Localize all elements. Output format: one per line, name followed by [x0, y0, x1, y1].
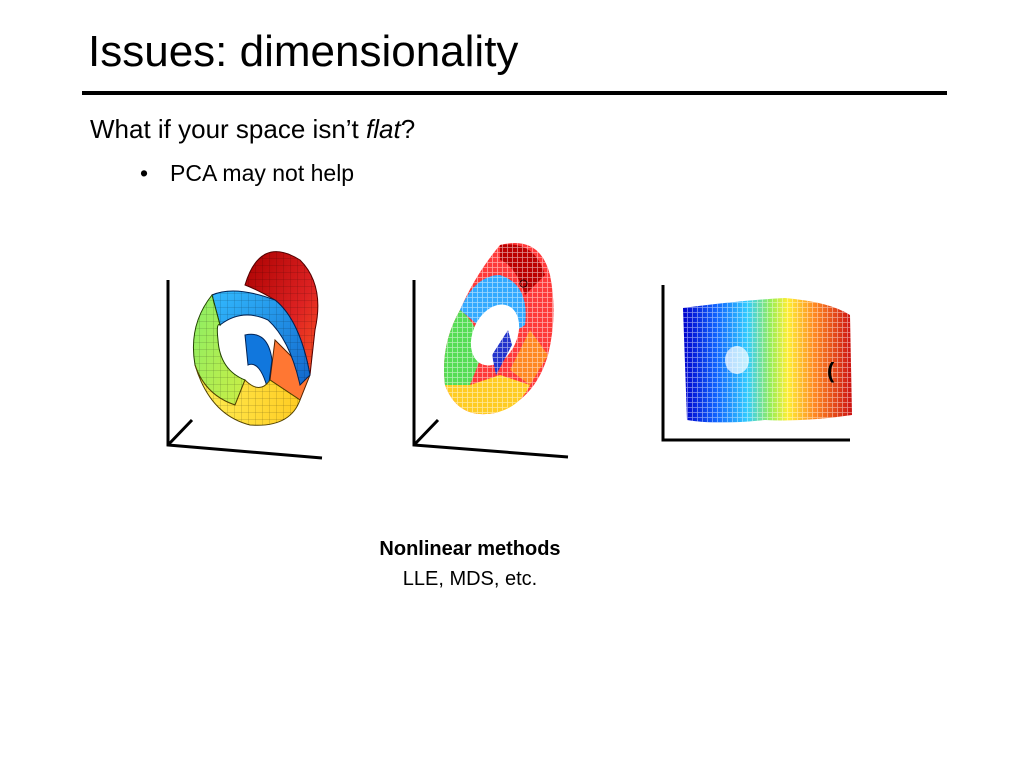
question-emphasis: flat [366, 114, 401, 144]
question-post: ? [400, 114, 416, 144]
bullet-item: • PCA may not help [140, 160, 354, 187]
caption-subtext: LLE, MDS, etc. [402, 568, 538, 590]
caption: Nonlinear methods LLE, MDS, etc. [320, 534, 620, 594]
swiss-roll-surface-figure [166, 251, 323, 460]
question-text: What if your space isn’t flat? [90, 114, 415, 145]
swiss-roll-points-figure: ○ [412, 243, 569, 459]
unrolled-embedding-figure: ( [661, 285, 852, 442]
caption-heading: Nonlinear methods [379, 538, 561, 560]
bullet-marker: • [140, 160, 149, 186]
question-pre: What if your space isn’t [90, 114, 366, 144]
bullet-text: PCA may not help [170, 160, 355, 186]
marker-glyph: ( [827, 358, 835, 383]
title-divider [82, 91, 947, 95]
slide-title: Issues: dimensionality [88, 27, 519, 76]
marker-glyph: ○ [518, 273, 529, 293]
